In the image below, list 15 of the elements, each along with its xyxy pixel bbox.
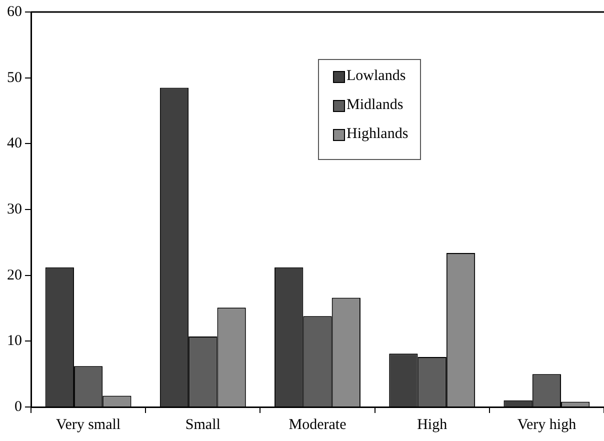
x-tick-label: Very small (56, 416, 121, 433)
y-tick-label: 10 (7, 333, 22, 350)
legend-label: Highlands (346, 126, 408, 144)
legend-label: Lowlands (346, 68, 406, 86)
x-tick-label: Very high (517, 416, 577, 433)
y-tick-label: 30 (7, 201, 22, 218)
y-tick-label: 40 (7, 136, 22, 152)
x-tick-label: High (417, 416, 448, 433)
y-tick-label: 60 (7, 4, 22, 20)
y-tick-label: 20 (7, 267, 22, 284)
x-tick-label: Small (185, 416, 220, 433)
y-tick-label: 50 (7, 70, 22, 86)
legend-label: Midlands (346, 97, 404, 114)
x-tick-label: Moderate (288, 416, 347, 433)
y-tick-label: 0 (14, 398, 22, 415)
